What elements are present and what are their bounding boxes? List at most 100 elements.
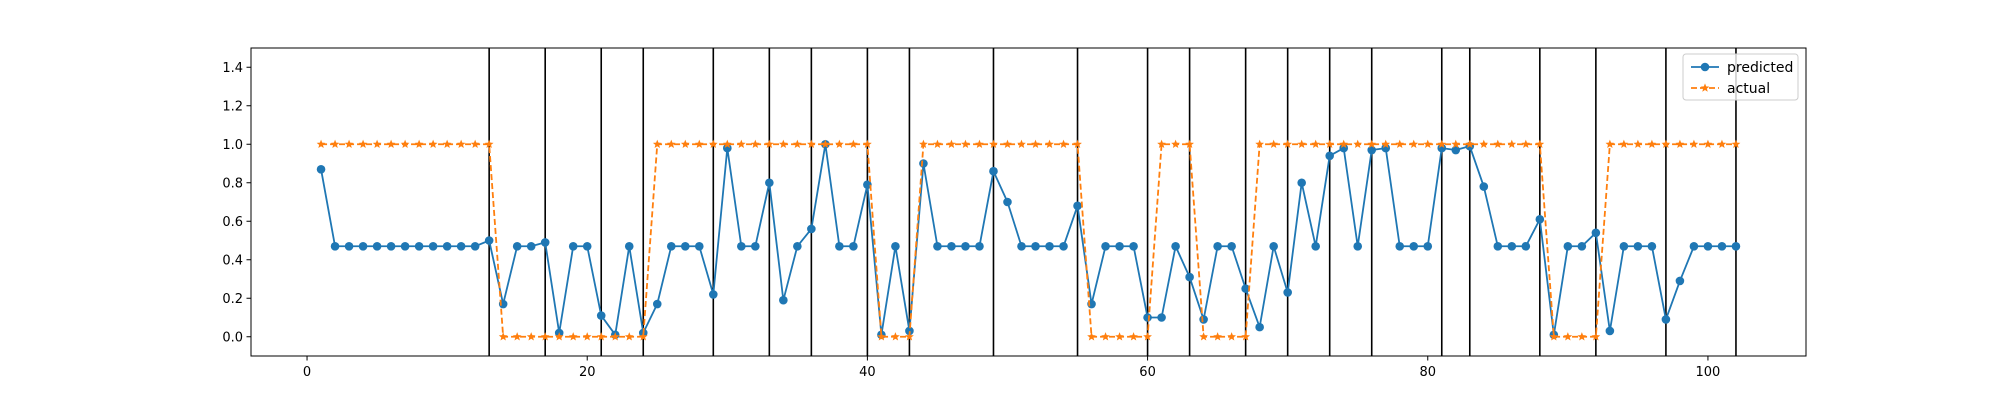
data-point-predicted [1059,241,1068,251]
data-point-predicted [1535,215,1545,224]
y-tick-label: 0.0 [222,330,243,345]
data-point-actual [1031,139,1040,148]
data-point-predicted [779,295,788,305]
data-point-predicted [1633,241,1643,251]
data-point-actual [1591,332,1601,341]
data-point-predicted [1017,241,1026,251]
data-point-actual [316,139,326,148]
data-point-predicted [1661,315,1671,324]
y-axis: 0.0 0.2 0.4 0.6 0.8 1.0 1.2 1.4 [222,61,251,345]
y-tick-label: 0.6 [222,215,243,230]
data-point-predicted [666,241,676,251]
data-point-actual [764,139,774,148]
data-point-predicted [1409,241,1419,251]
data-point-actual [1269,139,1279,148]
data-point-actual [1059,139,1068,148]
x-tick-label: 0 [303,365,311,380]
data-point-actual [1437,139,1447,148]
y-tick-label: 0.4 [222,253,243,268]
data-point-actual [330,139,340,148]
data-point-predicted [1297,178,1306,188]
data-point-actual [1213,332,1222,341]
data-point-predicted [1689,241,1699,251]
data-point-actual [1157,139,1166,148]
data-point-predicted [737,241,746,251]
data-point-predicted [1213,241,1222,251]
data-point-actual [947,139,956,148]
data-point-predicted [765,178,774,188]
data-point-actual [1143,332,1152,341]
data-point-actual [1409,139,1419,148]
plot-frame [250,47,1807,357]
x-axis: 0 20 40 60 80 100 [303,356,1720,380]
data-point-predicted [652,299,662,309]
data-point-actual [1521,139,1531,148]
data-point-predicted [680,241,690,251]
data-point-actual [891,332,900,341]
data-point-predicted [568,241,578,251]
data-point-predicted [1367,145,1377,155]
data-point-actual [1507,139,1517,148]
data-point-predicted [863,180,872,189]
data-point-actual [624,332,634,341]
data-point-actual [1073,139,1082,148]
data-point-predicted [891,241,900,251]
data-point-actual [1003,139,1012,148]
data-point-actual [1115,332,1124,341]
data-point-actual [1703,139,1713,148]
data-point-actual [1367,139,1377,148]
data-point-actual [1171,139,1180,148]
data-point-predicted [414,241,424,251]
data-point-actual [582,332,592,341]
data-point-predicted [1395,241,1405,251]
data-point-predicted [386,241,396,251]
data-point-predicted [540,238,550,247]
data-point-actual [1423,139,1433,148]
data-point-predicted [1353,241,1363,251]
data-point-actual [1283,139,1293,148]
data-point-predicted [1157,313,1166,322]
data-point-predicted [1451,145,1461,155]
data-point-actual [736,139,746,148]
legend-label: actual [1727,81,1770,97]
data-point-predicted [1115,241,1124,251]
data-point-actual [806,139,816,148]
data-point-actual [1493,139,1503,148]
data-point-actual [1185,139,1194,148]
data-point-actual [512,332,522,341]
data-point-actual [1045,139,1054,148]
data-point-actual [989,139,998,148]
data-point-predicted [933,241,942,251]
data-point-actual [1017,139,1026,148]
data-point-predicted [1199,315,1208,324]
data-point-actual [414,139,424,148]
data-point-predicted [1227,241,1236,251]
data-point-predicted [1479,182,1489,191]
data-point-predicted [807,224,816,234]
data-point-predicted [442,241,452,251]
data-point-actual [1381,139,1391,148]
data-point-actual [1577,332,1587,341]
legend-entry-actual: actual [1691,81,1770,97]
data-point-actual [1087,332,1096,341]
data-point-predicted [512,241,522,251]
data-point-actual [1339,139,1349,148]
data-point-predicted [1269,241,1278,251]
data-point-actual [554,332,564,341]
data-point-actual [386,139,396,148]
data-point-predicted [358,241,368,251]
legend: predicted actual [1682,53,1799,101]
data-point-actual [694,139,704,148]
data-point-predicted [793,241,802,251]
data-point-actual [975,139,984,148]
data-point-predicted [1241,284,1250,293]
data-point-predicted [526,241,536,251]
data-point-predicted [428,241,438,251]
legend-marker [1700,83,1710,92]
data-point-predicted [961,241,970,251]
data-point-actual [750,139,760,148]
data-point-actual [400,139,410,148]
data-point-actual [1689,139,1699,148]
data-point-predicted [694,241,704,251]
